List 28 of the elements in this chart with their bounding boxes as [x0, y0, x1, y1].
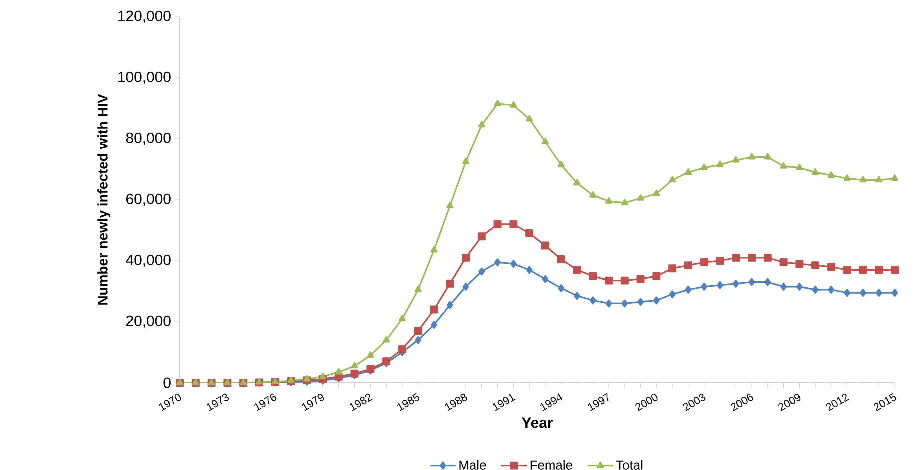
x-tick-label: 1985: [398, 393, 420, 412]
x-tick-label: 2012: [826, 394, 850, 412]
x-tick-label: 2015: [874, 393, 896, 412]
y-tick-label: 100,000: [118, 72, 171, 84]
x-tick-label: 1988: [445, 394, 468, 412]
y-tick-label: 60,000: [126, 194, 171, 206]
y-tick-label: 120,000: [118, 10, 171, 24]
y-axis-title: Number newly infected with HIV: [98, 94, 111, 305]
x-tick-label: 1976: [254, 394, 277, 412]
x-tick-label: 1991: [492, 394, 516, 412]
legend-label: Male: [460, 460, 486, 470]
x-tick-label: 1973: [206, 394, 230, 412]
x-tick-label: 2000: [636, 394, 658, 412]
y-tick-label: 0: [164, 378, 171, 388]
legend-label: Total: [616, 460, 643, 470]
x-tick-label: 1970: [159, 394, 182, 412]
y-tick-label: 40,000: [126, 254, 171, 268]
x-tick-label: 2003: [683, 394, 706, 412]
y-tick-label: 20,000: [126, 316, 171, 328]
x-tick-label: 1982: [350, 394, 373, 412]
x-tick-label: 2006: [730, 394, 754, 412]
y-tick-label: 80,000: [126, 132, 171, 146]
x-tick-label: 1994: [540, 394, 563, 412]
x-tick-label: 2009: [778, 394, 801, 412]
x-tick-label: 1997: [588, 393, 609, 412]
x-tick-label: 1979: [302, 394, 324, 412]
legend-label: Female: [530, 460, 572, 470]
x-axis-title: Year: [522, 418, 554, 428]
